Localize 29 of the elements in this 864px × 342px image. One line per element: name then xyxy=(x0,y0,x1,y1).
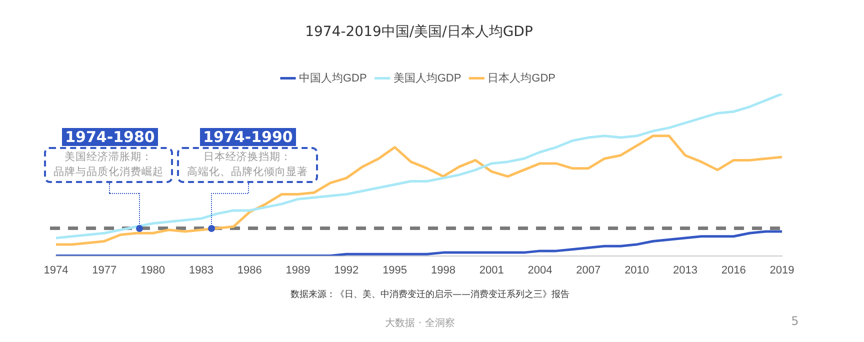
x-tick-label: 1986 xyxy=(237,264,262,276)
legend-label: 美国人均GDP xyxy=(393,71,462,84)
x-tick-label: 2013 xyxy=(672,264,698,276)
x-tick-label: 2010 xyxy=(624,264,650,276)
annotation: 美国经济滞胀期： xyxy=(64,150,154,164)
x-tick-label: 2001 xyxy=(479,264,504,276)
annotation: 1974-1980 xyxy=(62,128,158,146)
legend-label: 日本人均GDP xyxy=(488,71,556,84)
x-tick-label: 1980 xyxy=(140,264,166,276)
source-note: 数据来源：《日、美、中消费变迁的启示——消费变迁系列之三》报告 xyxy=(290,288,570,301)
x-tick-label: 2007 xyxy=(576,264,601,276)
x-tick-label: 1998 xyxy=(430,264,456,276)
x-tick-label: 1977 xyxy=(92,264,117,276)
x-tick-label: 2016 xyxy=(721,264,746,276)
x-tick-label: 1995 xyxy=(382,264,408,276)
annotation: 高端化、品牌化倾向显著 xyxy=(186,165,309,179)
x-tick-label: 1974 xyxy=(44,264,68,276)
annotation: 品牌与品质化消费崛起 xyxy=(52,165,164,179)
annotation: 日本经济换挡期： xyxy=(202,150,292,164)
x-tick-label: 2004 xyxy=(528,264,552,276)
text: 5 xyxy=(790,314,800,328)
x-tick-label: 2019 xyxy=(770,264,794,276)
x-tick-label: 1992 xyxy=(334,264,359,276)
annotation: 1974-1990 xyxy=(200,128,296,146)
x-tick-label: 1983 xyxy=(188,264,214,276)
legend-label: 中国人均GDP xyxy=(298,71,367,84)
chart-title: 1974-2019中国/美国/日本人均GDP xyxy=(305,24,533,40)
text: 大数据 · 全洞察 xyxy=(384,316,456,330)
x-tick-label: 1989 xyxy=(286,264,310,276)
